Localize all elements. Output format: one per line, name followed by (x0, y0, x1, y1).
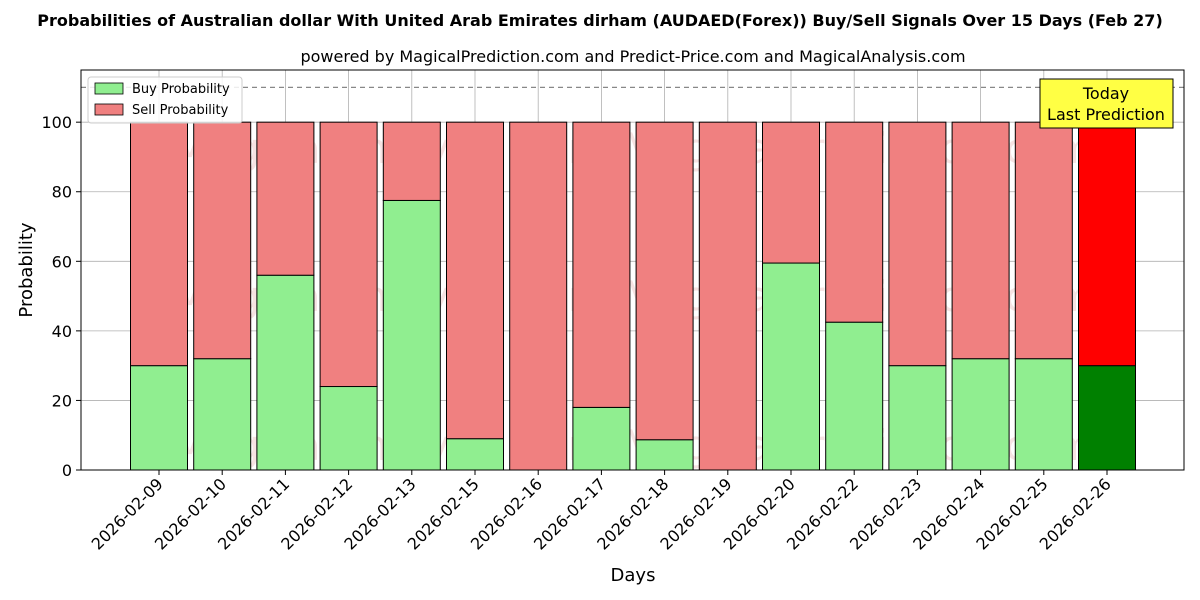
y-tick-label: 20 (52, 391, 72, 410)
bar-buy (1078, 365, 1136, 471)
bar-sell (382, 121, 441, 201)
bar-sell (888, 121, 947, 367)
bars (130, 121, 1136, 471)
legend-label-buy: Buy Probability (132, 82, 230, 97)
y-axis-label: Probability (16, 222, 37, 317)
bar-buy (382, 199, 441, 471)
bar-sell (572, 121, 631, 408)
bar-sell (698, 121, 757, 471)
bar-buy (319, 386, 378, 471)
legend-swatch-sell (94, 103, 124, 116)
y-axis: 0 20 40 60 80 100 (41, 113, 81, 480)
bar-buy (572, 406, 631, 471)
bar-sell (951, 121, 1010, 360)
plot-frame (80, 69, 1185, 471)
chart-subtitle: powered by MagicalPrediction.com and Pre… (300, 47, 965, 66)
bar-sell (635, 121, 694, 441)
legend-label-sell: Sell Probability (132, 103, 229, 118)
bar-buy (256, 274, 315, 471)
legend-box (87, 76, 243, 124)
y-tick-label: 80 (52, 183, 72, 202)
x-axis-label: Days (611, 565, 656, 586)
bar-buy (888, 365, 947, 471)
bar-sell (762, 121, 820, 264)
y-tick-label: 40 (52, 322, 72, 341)
chart-title: Probabilities of Australian dollar With … (37, 11, 1163, 30)
bar-sell (1078, 121, 1136, 367)
y-tick-label: 0 (62, 461, 72, 480)
annotation-line2: Last Prediction (1047, 105, 1165, 124)
annotation-box (1039, 78, 1174, 129)
bar-buy (825, 321, 884, 471)
annotation-line1: Today (1082, 84, 1129, 103)
x-axis: 2026-02-092026-02-102026-02-112026-02-12… (88, 470, 1115, 554)
bar-buy (635, 439, 694, 471)
legend-swatch-buy (94, 82, 124, 95)
bar-buy (762, 262, 820, 471)
legend: Buy Probability Sell Probability (87, 76, 243, 124)
bar-buy (193, 358, 252, 471)
bar-buy (951, 358, 1010, 471)
bar-buy (130, 365, 188, 471)
bar-sell (319, 121, 378, 388)
bar-sell (256, 121, 315, 276)
y-tick-label: 60 (52, 252, 72, 271)
bar-buy (1014, 358, 1073, 471)
bar-sell (825, 121, 884, 323)
y-tick-label: 100 (41, 113, 72, 132)
bar-sell (446, 121, 504, 440)
bar-sell (1014, 121, 1073, 360)
bar-buy (446, 438, 504, 471)
bar-sell (130, 121, 188, 367)
bar-sell (509, 121, 568, 471)
bar-sell (193, 121, 252, 360)
today-annotation: Today Last Prediction (1039, 78, 1174, 129)
